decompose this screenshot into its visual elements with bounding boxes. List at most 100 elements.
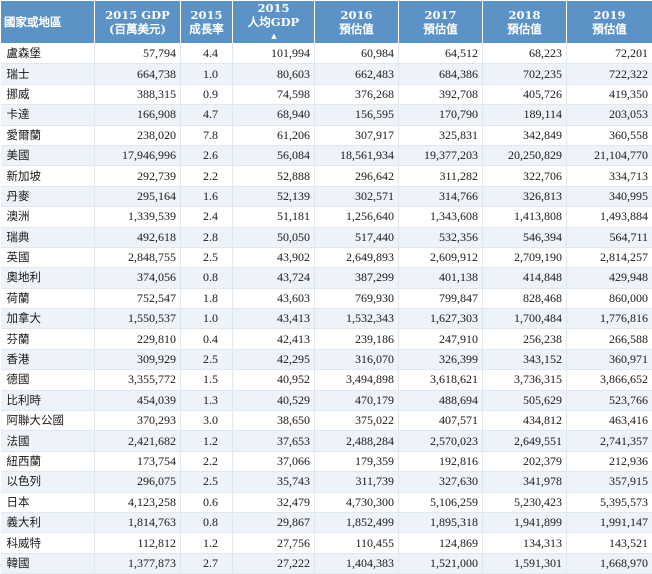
- estimate-2017-cell: 170,790: [399, 105, 483, 125]
- growth-cell: 2.2: [181, 451, 233, 471]
- estimate-2019-cell: 203,053: [567, 105, 652, 125]
- per-capita-cell: 56,084: [233, 145, 315, 165]
- gdp-cell: 752,547: [95, 288, 181, 308]
- gdp-column-header[interactable]: 2015 GDP(百萬美元): [95, 1, 181, 44]
- country-cell: 澳洲: [1, 207, 95, 227]
- growth-cell: 1.6: [181, 186, 233, 206]
- estimate-2018-cell: 2,649,551: [483, 431, 567, 451]
- gdp-cell: 388,315: [95, 84, 181, 104]
- estimate-2017-cell: 488,694: [399, 390, 483, 410]
- estimate-2019-cell: 419,350: [567, 84, 652, 104]
- estimate-2016-cell: 517,440: [315, 227, 399, 247]
- estimate-2017-cell: 401,138: [399, 268, 483, 288]
- estimate-2018-cell: 546,394: [483, 227, 567, 247]
- estimate-2018-cell: 341,978: [483, 472, 567, 492]
- estimate-2016-cell: 662,483: [315, 64, 399, 84]
- estimate-2016-cell: 2,488,284: [315, 431, 399, 451]
- growth-cell: 2.7: [181, 553, 233, 573]
- estimate-2018-cell: 1,700,484: [483, 309, 567, 329]
- country-cell: 加拿大: [1, 309, 95, 329]
- estimate-2019-cell: 564,711: [567, 227, 652, 247]
- country-cell: 以色列: [1, 472, 95, 492]
- growth-cell: 4.4: [181, 44, 233, 64]
- estimate-2016-cell: 307,917: [315, 125, 399, 145]
- gdp-cell: 4,123,258: [95, 492, 181, 512]
- sort-asc-icon[interactable]: ▲: [236, 29, 312, 43]
- per-capita-cell: 43,603: [233, 288, 315, 308]
- estimate-2018-cell: 505,629: [483, 390, 567, 410]
- per-capita-cell: 29,867: [233, 512, 315, 532]
- estimate-2019-cell: 212,936: [567, 451, 652, 471]
- growth-cell: 1.5: [181, 370, 233, 390]
- country-cell: 卡達: [1, 105, 95, 125]
- estimate-2016-cell: 311,739: [315, 472, 399, 492]
- growth-cell: 1.0: [181, 64, 233, 84]
- per-capita-cell: 38,650: [233, 411, 315, 431]
- gdp-cell: 1,339,539: [95, 207, 181, 227]
- growth-cell: 0.9: [181, 84, 233, 104]
- per-capita-cell: 42,295: [233, 349, 315, 369]
- country-cell: 挪威: [1, 84, 95, 104]
- per-capita-cell: 32,479: [233, 492, 315, 512]
- gdp-cell: 238,020: [95, 125, 181, 145]
- per-capita-cell: 37,653: [233, 431, 315, 451]
- per-capita-cell: 52,139: [233, 186, 315, 206]
- gdp-cell: 454,039: [95, 390, 181, 410]
- estimate-2018-cell: 2,709,190: [483, 247, 567, 267]
- gdp-cell: 2,421,682: [95, 431, 181, 451]
- estimate-2019-cell: 860,000: [567, 288, 652, 308]
- estimate-2017-cell: 326,399: [399, 349, 483, 369]
- country-cell: 紐西蘭: [1, 451, 95, 471]
- estimate-2016-cell: 2,649,893: [315, 247, 399, 267]
- estimate-2017-cell: 5,106,259: [399, 492, 483, 512]
- per-capita-cell: 43,724: [233, 268, 315, 288]
- country-cell: 瑞士: [1, 64, 95, 84]
- estimate-2016-cell: 376,268: [315, 84, 399, 104]
- country-column-header[interactable]: 國家或地區: [1, 1, 95, 44]
- country-cell: 日本: [1, 492, 95, 512]
- estimate-2016-cell: 316,070: [315, 349, 399, 369]
- growth-cell: 1.3: [181, 390, 233, 410]
- estimate-2019-cell: 72,201: [567, 44, 652, 64]
- country-cell: 義大利: [1, 512, 95, 532]
- estimate-2018-cell: 68,223: [483, 44, 567, 64]
- growth-cell: 2.2: [181, 166, 233, 186]
- estimate-2018-cell: 828,468: [483, 288, 567, 308]
- growth-cell: 2.5: [181, 349, 233, 369]
- estimate-2016-cell: 179,359: [315, 451, 399, 471]
- gdp-cell: 370,293: [95, 411, 181, 431]
- per-capita-cell: 52,888: [233, 166, 315, 186]
- estimate-2018-cell: 20,250,829: [483, 145, 567, 165]
- estimate-2016-cell: 3,494,898: [315, 370, 399, 390]
- estimate-2016-cell: 239,186: [315, 329, 399, 349]
- estimate-2017-cell: 311,282: [399, 166, 483, 186]
- estimate-2016-cell: 769,930: [315, 288, 399, 308]
- estimate-2017-cell: 684,386: [399, 64, 483, 84]
- country-cell: 愛爾蘭: [1, 125, 95, 145]
- growth-cell: 0.6: [181, 492, 233, 512]
- growth-cell: 7.8: [181, 125, 233, 145]
- estimate-2019-cell: 523,766: [567, 390, 652, 410]
- gdp-cell: 492,618: [95, 227, 181, 247]
- per-capita-cell: 51,181: [233, 207, 315, 227]
- estimate-2016-cell: 110,455: [315, 533, 399, 553]
- gdp-cell: 295,164: [95, 186, 181, 206]
